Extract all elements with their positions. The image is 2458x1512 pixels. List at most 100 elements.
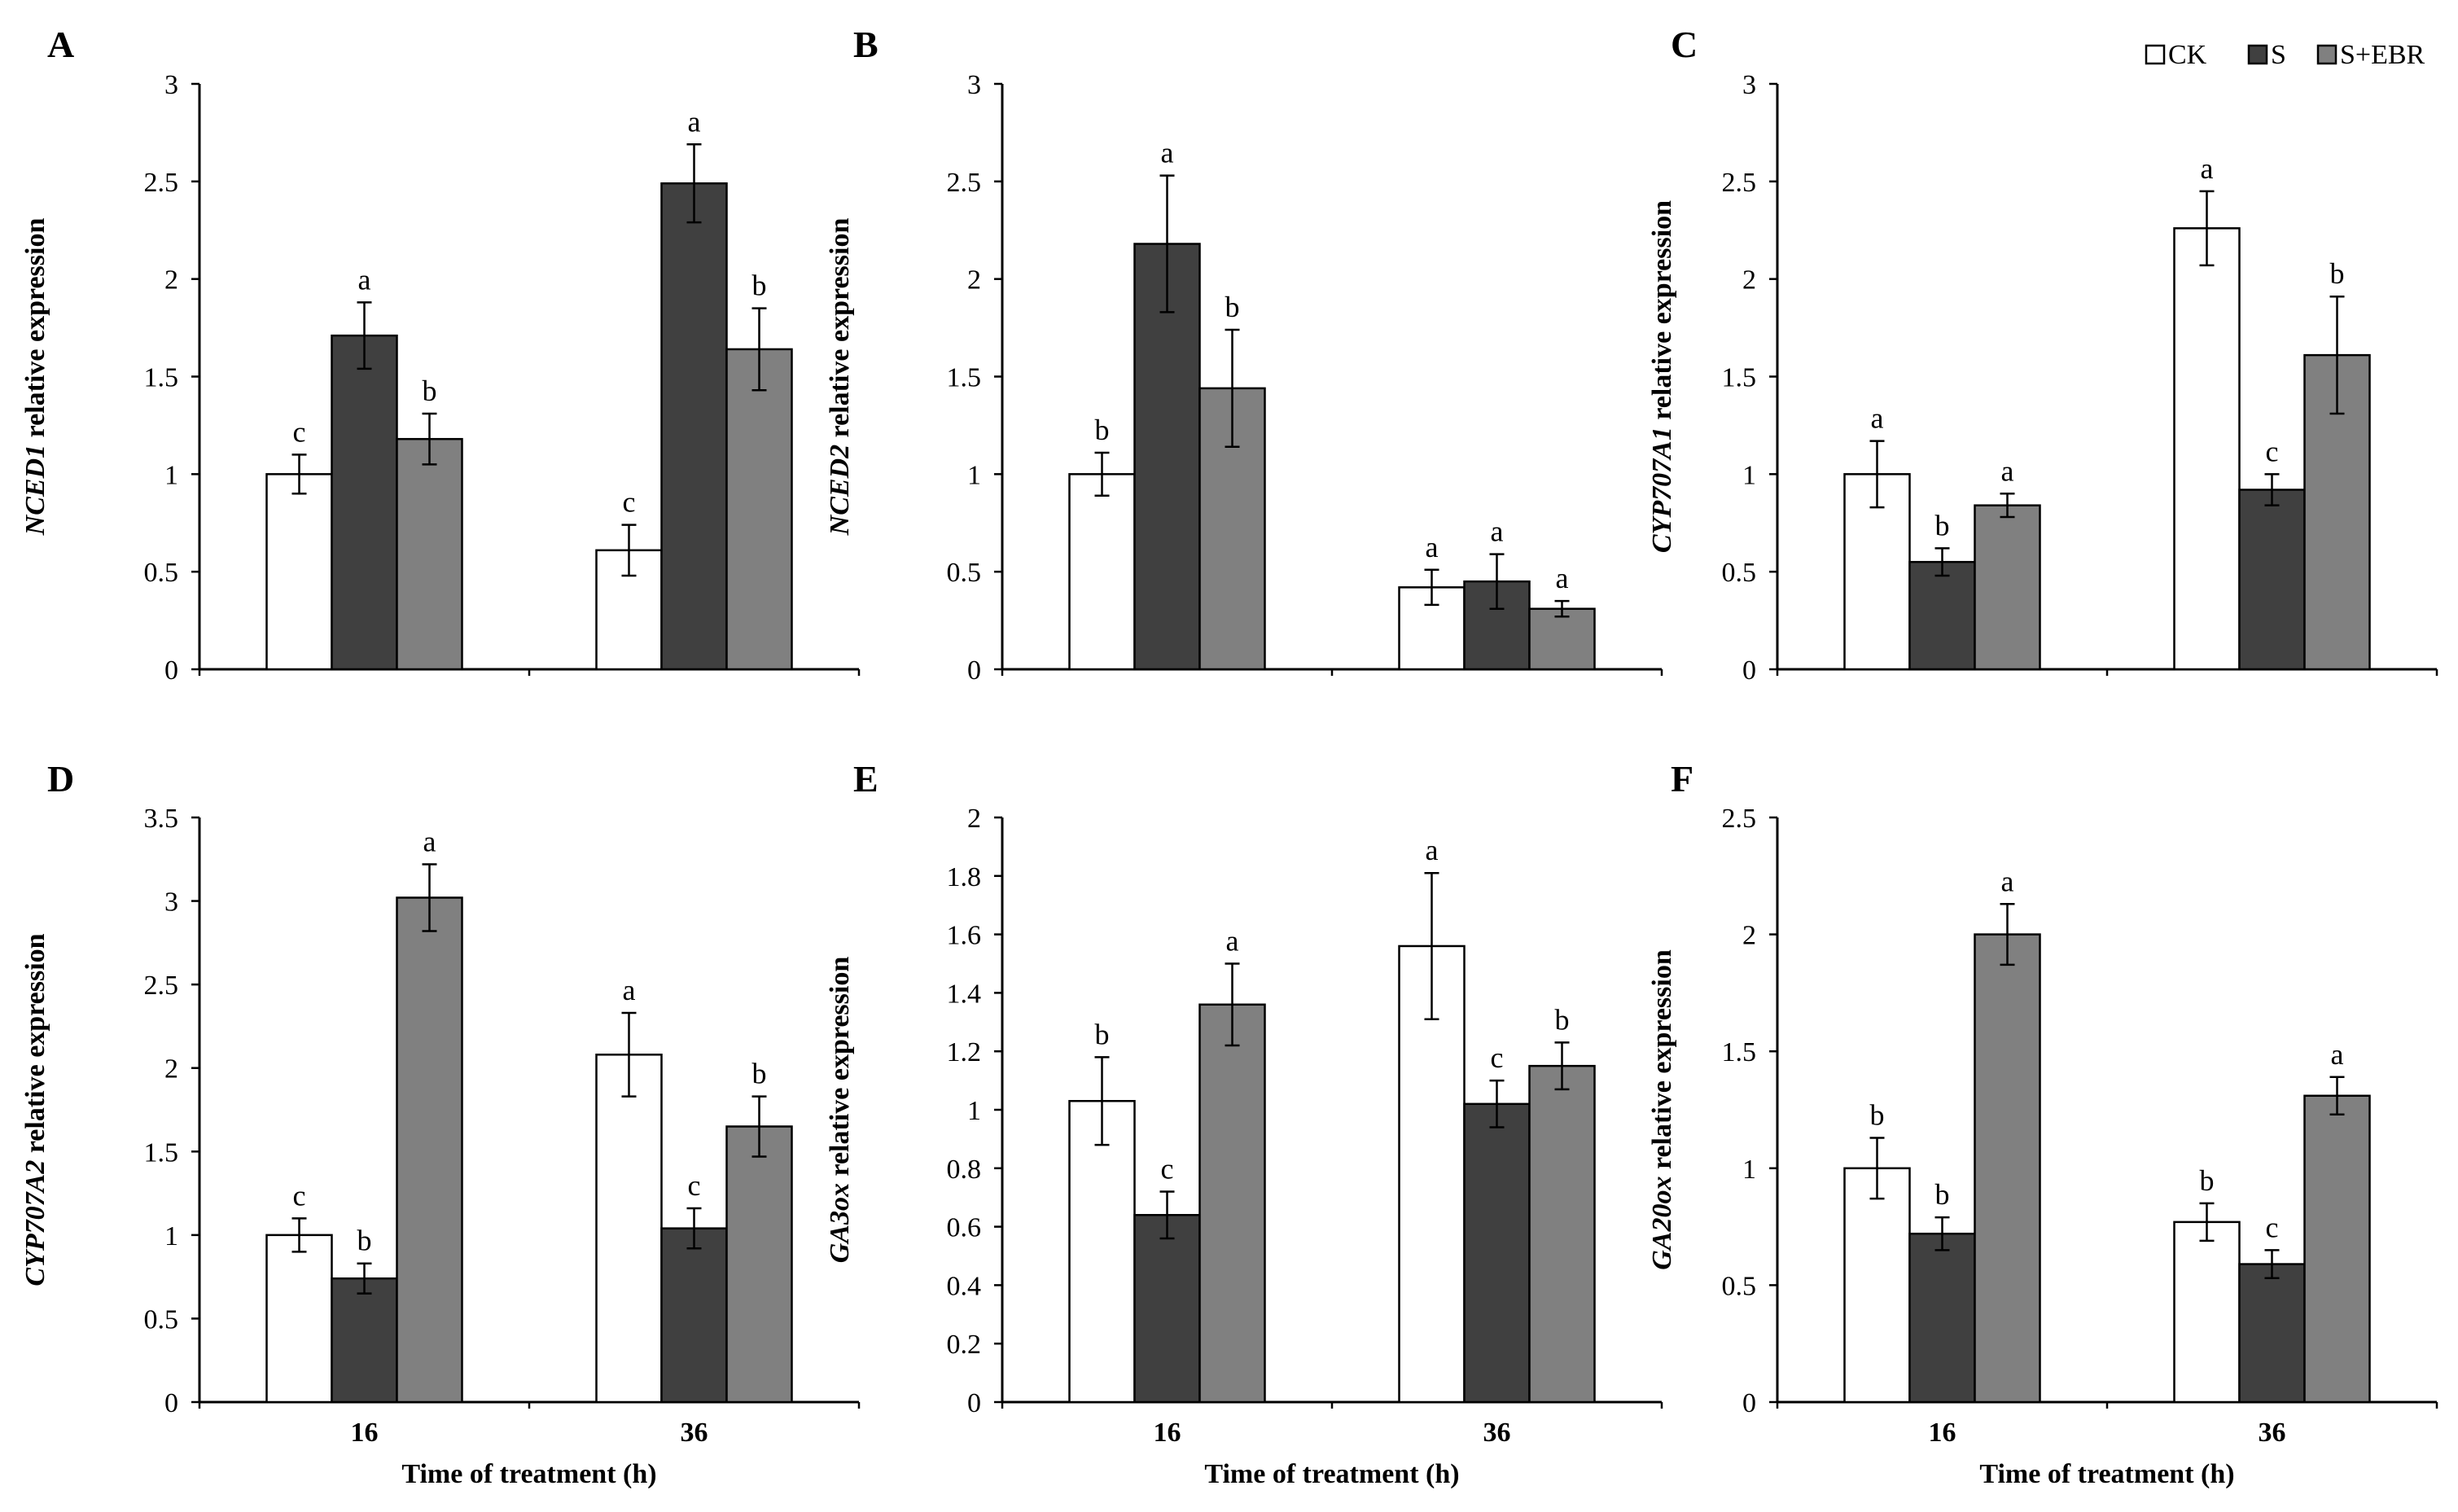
significance-letter: b [1095, 414, 1110, 446]
significance-letter: a [2201, 152, 2214, 185]
x-axis-label: Time of treatment (h) [1204, 1459, 1459, 1489]
legend-swatch-ck [2145, 44, 2166, 65]
significance-letter: c [623, 486, 636, 519]
y-tick-label: 1.8 [947, 862, 982, 892]
bar [725, 1125, 793, 1404]
significance-letter: c [293, 1179, 306, 1212]
y-tick-label: 1 [1742, 460, 1756, 490]
y-tick-label: 1.5 [144, 363, 179, 393]
bar [660, 182, 728, 671]
bar [1068, 1099, 1136, 1404]
significance-letter: a [2001, 454, 2014, 487]
significance-letter: b [1870, 1098, 1885, 1131]
x-category-label: 16 [1929, 1418, 1956, 1448]
y-tick-label: 2 [1742, 265, 1756, 296]
y-axis-label-gene: GA20ox [1647, 1177, 1677, 1270]
significance-letter: a [1426, 531, 1439, 563]
bar [1133, 243, 1201, 671]
y-axis-label-text: relative expression [20, 933, 50, 1159]
y-tick-label: 1 [1742, 1155, 1756, 1185]
bar [1908, 1232, 1976, 1404]
panel-letter: A [47, 24, 74, 65]
y-axis-label: NCED1 relative expression [20, 218, 50, 537]
significance-letter: a [1226, 925, 1239, 958]
significance-letter: b [2330, 257, 2345, 290]
y-tick-label: 3 [164, 70, 178, 100]
y-tick-label: 0.5 [947, 558, 982, 588]
y-tick-label: 0.5 [1722, 558, 1757, 588]
significance-letter: c [2266, 1211, 2279, 1243]
y-tick-label: 1.5 [947, 363, 982, 393]
legend-label-ck: CK [2168, 40, 2207, 70]
y-axis-label-text: relative expression [1647, 949, 1677, 1176]
significance-letter: b [1225, 291, 1240, 323]
panel-b: B 0 0.5 1 1.5 2 2.5 3 NCED2 relative expression b… [825, 24, 1663, 686]
y-axis-label-gene: NCED2 [825, 445, 855, 536]
y-tick-label: 1.6 [947, 921, 982, 951]
y-axis-label-text: relative expression [825, 957, 855, 1183]
y-tick-label: 2.5 [1722, 168, 1757, 198]
significance-letter: a [358, 263, 371, 296]
significance-letter: c [688, 1169, 701, 1202]
y-tick-label: 1 [164, 1221, 178, 1251]
x-axis-label: Time of treatment (h) [401, 1459, 656, 1489]
legend: CK S S+EBR [2145, 40, 2425, 70]
y-axis-label: NCED2 relative expression [825, 218, 855, 537]
x-category-label: 16 [1154, 1418, 1181, 1448]
legend-swatch-s [2247, 44, 2268, 65]
panel-e: E 0 0.2 0.4 0.6 0.8 1 1.2 1.4 1.6 1.8 2 GA3ox relati… [825, 758, 1663, 1489]
bar [396, 437, 463, 671]
y-tick-label: 0 [1742, 1388, 1756, 1418]
bar [1528, 1064, 1596, 1404]
significance-letter: b [1935, 509, 1950, 541]
x-axis-label: Time of treatment (h) [1979, 1459, 2234, 1489]
bar [660, 1227, 728, 1404]
y-axis-label: CYP707A2 relative expression [20, 933, 50, 1286]
significance-letter: a [2331, 1038, 2344, 1071]
significance-letter: c [1491, 1041, 1504, 1074]
significance-letter: a [1871, 402, 1884, 435]
x-category-label: 36 [1483, 1418, 1511, 1448]
y-tick-label: 2 [1742, 921, 1756, 951]
y-tick-label: 2 [164, 265, 178, 296]
y-tick-label: 1.5 [1722, 363, 1757, 393]
bar [265, 1234, 333, 1404]
y-axis-label: GA20ox relative expression [1647, 949, 1677, 1270]
significance-letter: c [2266, 435, 2279, 467]
panel-letter: C [1671, 24, 1698, 65]
significance-letter: b [2200, 1164, 2215, 1197]
y-tick-label: 2 [164, 1054, 178, 1085]
y-tick-label: 1.5 [1722, 1037, 1757, 1067]
bar [2238, 1263, 2306, 1404]
y-tick-label: 1 [967, 460, 981, 490]
y-tick-label: 1 [967, 1096, 981, 1126]
panel-d: D 0 0.5 1 1.5 2 2.5 3 3.5 CYP707A2 relative expre… [20, 758, 861, 1489]
significance-letter: b [1095, 1018, 1110, 1050]
panel-letter: D [47, 758, 74, 800]
y-axis-label: CYP707A1 relative expression [1647, 200, 1677, 553]
bar [396, 896, 463, 1404]
bar [1068, 473, 1136, 671]
bar [595, 1054, 663, 1404]
significance-letter: a [623, 974, 636, 1006]
y-tick-label: 2.5 [947, 168, 982, 198]
x-category-label: 36 [681, 1418, 708, 1448]
bar [1463, 1102, 1531, 1404]
y-tick-label: 2.5 [144, 168, 179, 198]
y-tick-label: 0 [967, 1388, 981, 1418]
y-axis-label-gene: CYP707A2 [20, 1160, 50, 1286]
significance-letter: a [1556, 562, 1569, 594]
y-tick-label: 0 [164, 1388, 178, 1418]
y-tick-label: 0.5 [1722, 1271, 1757, 1301]
significance-letter: a [1491, 515, 1504, 548]
bar [725, 348, 793, 671]
y-tick-label: 1.5 [144, 1137, 179, 1168]
y-tick-label: 2.5 [144, 971, 179, 1001]
bar [2303, 1094, 2371, 1404]
significance-letter: b [1555, 1003, 1570, 1036]
y-tick-label: 1 [164, 460, 178, 490]
panel-a: A 0 0.5 1 1.5 2 2.5 3 NCED1 relative expression c… [20, 24, 861, 686]
significance-letter: a [1426, 834, 1439, 866]
bar [2238, 489, 2306, 671]
